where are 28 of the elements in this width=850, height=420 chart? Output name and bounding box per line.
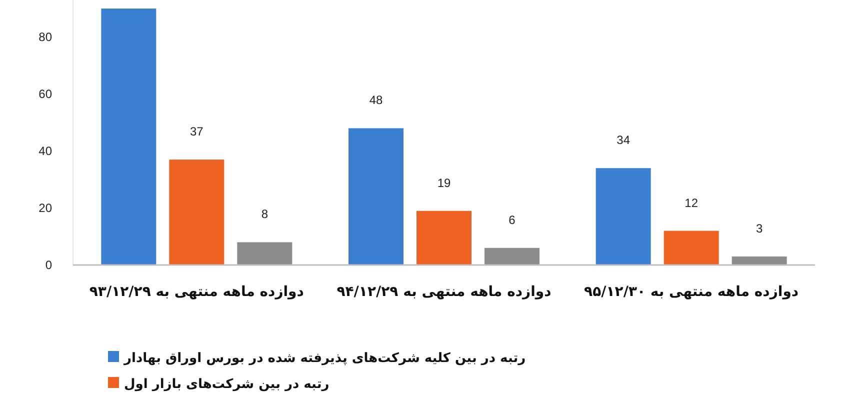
data-label: 6	[508, 212, 516, 227]
x-tick-label: دوازده ماهه منتهی به ۹۴/۱۲/۲۹	[336, 284, 552, 300]
bar	[101, 8, 156, 265]
y-tick-label: 0	[45, 258, 52, 272]
x-tick-label: دوازده ماهه منتهی به ۹۵/۱۲/۳۰	[584, 284, 799, 300]
legend: رتبه در بین کلیه شرکت‌های پذیرفته شده در بورس اوراق بهادار رتبه در بین شرکت‌های بازار اول	[108, 351, 526, 392]
bar	[732, 256, 787, 265]
bar	[348, 128, 404, 265]
legend-label: رتبه در بین کلیه شرکت‌های پذیرفته شده در بورس اوراق بهادار	[123, 351, 526, 366]
legend-label: رتبه در بین شرکت‌های بازار اول	[124, 377, 330, 392]
y-tick-label: 80	[38, 30, 52, 44]
y-tick-label: 20	[38, 201, 52, 216]
data-label: 8	[261, 207, 268, 222]
y-tick-label: 60	[38, 87, 52, 102]
bar	[416, 210, 472, 265]
bar	[169, 160, 224, 265]
bar	[596, 168, 651, 265]
data-label: 19	[437, 176, 451, 190]
data-label: 3	[756, 221, 763, 236]
data-label: 37	[190, 124, 204, 139]
x-tick-label: دوازده ماهه منتهی به ۹۳/۱۲/۲۹	[89, 284, 304, 300]
y-tick-label: 40	[38, 144, 52, 158]
bar	[484, 248, 540, 265]
bar	[237, 242, 292, 265]
bar	[664, 230, 719, 265]
data-label: 12	[684, 196, 698, 210]
data-label: 34	[616, 133, 630, 148]
data-label: 48	[369, 93, 383, 108]
